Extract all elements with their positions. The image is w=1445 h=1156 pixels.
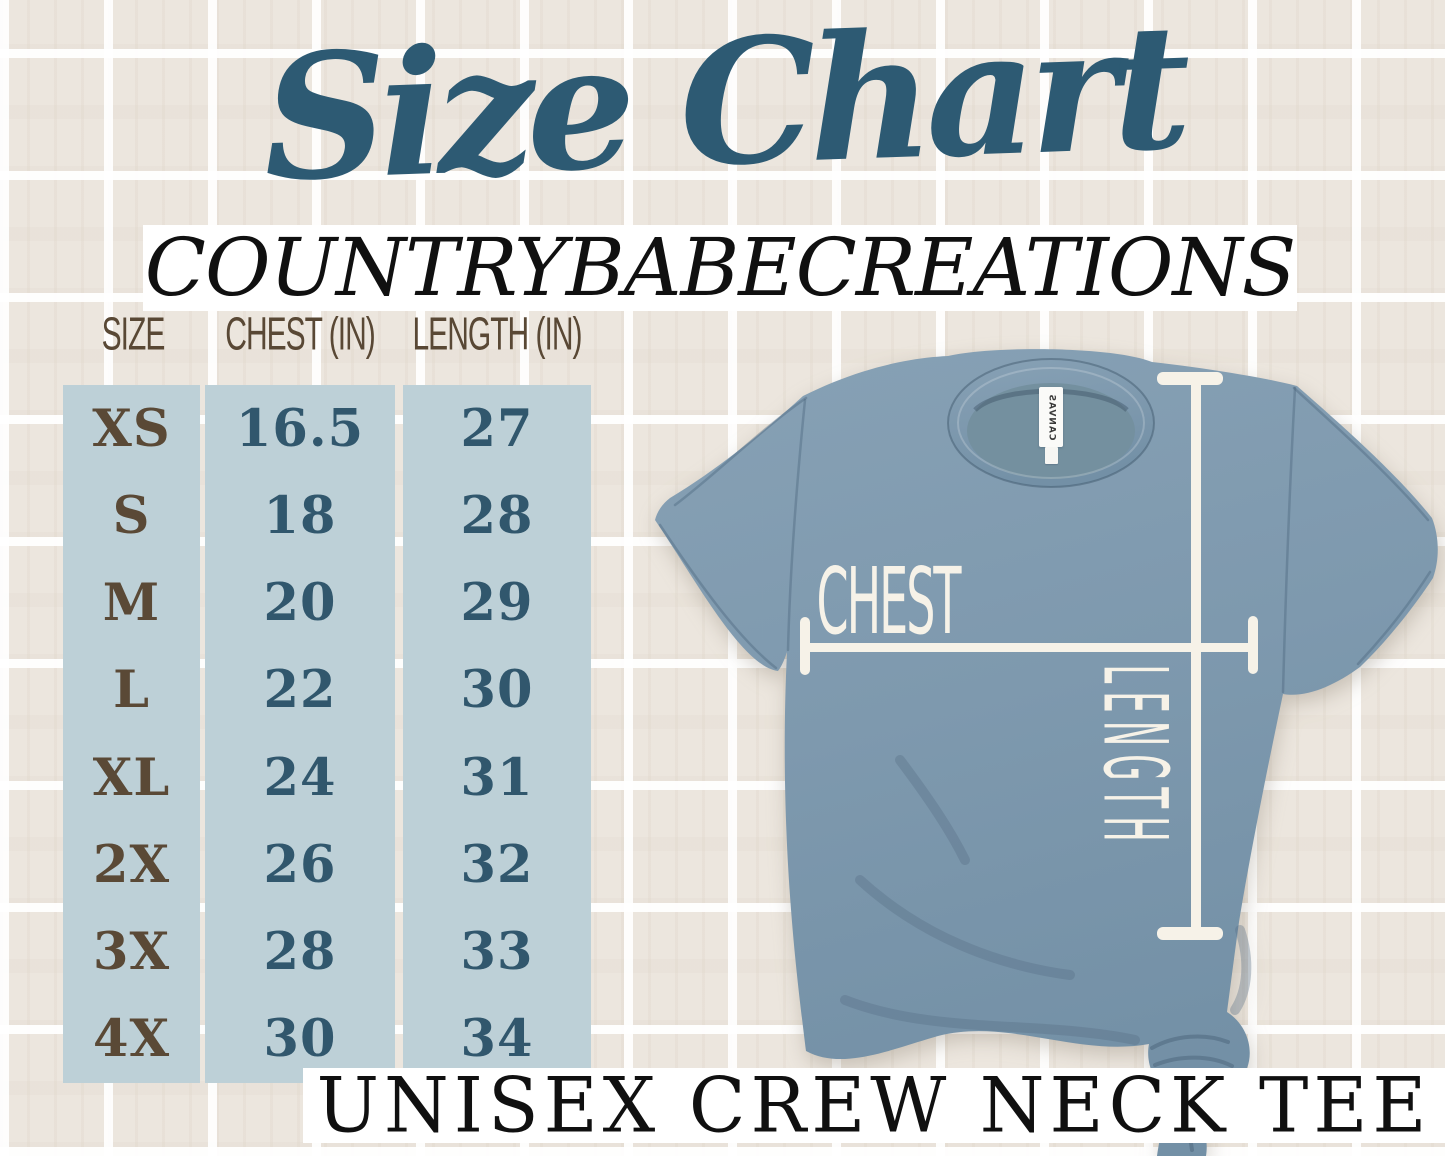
brand-name-text: COUNTRYBABECREATIONS [144, 221, 1297, 314]
length-cell: 34 [460, 1009, 534, 1070]
length-cell: 28 [460, 485, 534, 546]
chest-cell: 30 [263, 1009, 337, 1070]
length-cell: 32 [460, 834, 534, 895]
column-header-chest: CHEST (IN) [225, 309, 375, 361]
chest-cell: 22 [263, 660, 337, 721]
length-cell: 31 [460, 747, 534, 808]
length-cell: 30 [460, 660, 534, 721]
column-header-length: LENGTH (IN) [412, 309, 583, 361]
brand-tag: CANVAS [1039, 387, 1063, 447]
length-cell: 27 [460, 398, 534, 459]
length-cell: 33 [460, 922, 534, 983]
size-cell: M [102, 573, 161, 634]
brand-tag-text: CANVAS [1046, 393, 1056, 441]
product-type-banner: UNISEX CREW NECK TEE [303, 1068, 1445, 1143]
size-table-rows: XS 16.5 27 S 18 28 M 20 29 L 22 30 XL 24… [63, 385, 591, 1083]
shirt-body [655, 349, 1438, 1156]
column-header-size: SIZE [101, 309, 166, 361]
length-cell: 29 [460, 573, 534, 634]
chest-column-background [205, 385, 395, 1083]
shirt-drape-shadows [840, 755, 1252, 1045]
length-measure-line [1157, 372, 1223, 940]
length-measure-label: LENGTH [1081, 664, 1185, 850]
chest-cell: 20 [263, 573, 337, 634]
brand-tag-size-tab [1045, 447, 1058, 464]
size-cell: XS [92, 398, 171, 459]
chest-measure-label: CHEST [816, 547, 961, 655]
length-column-background [403, 385, 591, 1083]
size-cell: 3X [92, 922, 171, 983]
shirt-fold-lines [658, 386, 1432, 694]
size-table: SIZE CHEST (IN) LENGTH (IN) XS 16.5 27 S… [63, 309, 591, 1083]
chest-cell: 18 [263, 485, 337, 546]
size-cell: S [112, 485, 151, 546]
chest-measure-line [800, 616, 1258, 675]
brand-banner: COUNTRYBABECREATIONS [143, 225, 1297, 311]
chest-cell: 16.5 [235, 398, 365, 459]
chest-label-text: CHEST [816, 547, 961, 655]
product-type-text: UNISEX CREW NECK TEE [316, 1061, 1432, 1150]
size-cell: 2X [92, 834, 171, 895]
size-cell: XL [92, 747, 171, 808]
size-cell: L [113, 660, 150, 721]
chest-cell: 28 [263, 922, 337, 983]
chest-cell: 24 [263, 747, 337, 808]
size-column-background [63, 385, 200, 1083]
size-cell: 4X [92, 1009, 171, 1070]
chest-cell: 26 [263, 834, 337, 895]
